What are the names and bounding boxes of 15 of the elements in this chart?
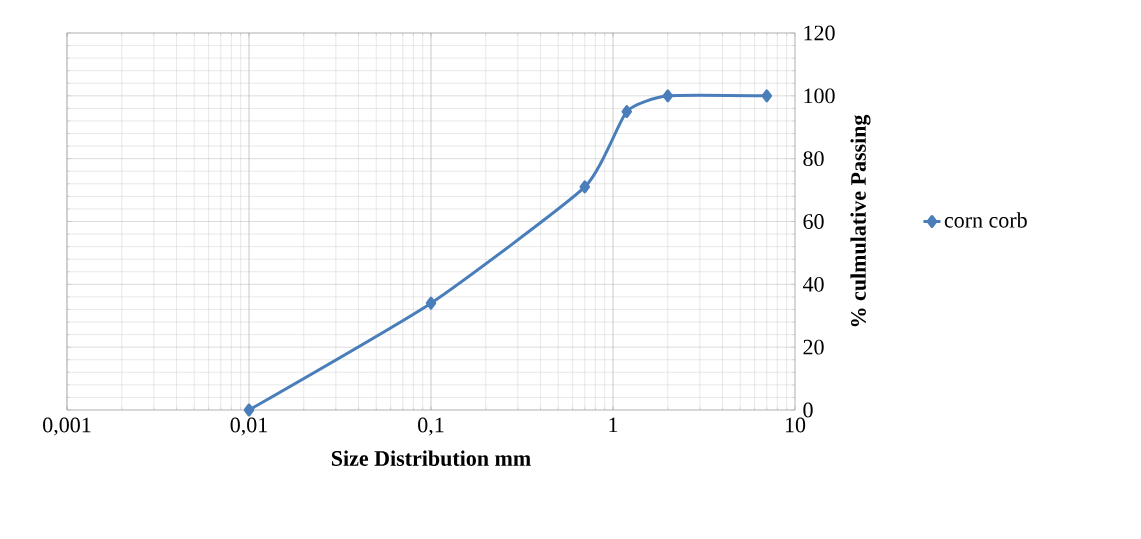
x-tick-label: 0,01: [230, 417, 267, 436]
y-tick-label: 100: [804, 88, 835, 104]
x-tick-label: 0,1: [418, 417, 444, 436]
y-tick-label: 40: [802, 276, 824, 292]
legend-label: corn corb: [944, 212, 1027, 228]
y-tick-label: 120: [804, 25, 835, 41]
x-axis-title: Size Distribution mm: [331, 450, 531, 466]
x-tick-label: 0,001: [43, 417, 91, 436]
y-axis-title: % culmulative Passing: [850, 114, 871, 327]
y-tick-label: 20: [803, 339, 824, 355]
y-tick-label: 80: [803, 151, 824, 167]
x-tick-label: 1: [609, 417, 618, 433]
x-tick-label: 10: [785, 417, 806, 433]
y-tick-label: 0: [803, 402, 813, 418]
y-tick-label: 60: [803, 214, 824, 229]
